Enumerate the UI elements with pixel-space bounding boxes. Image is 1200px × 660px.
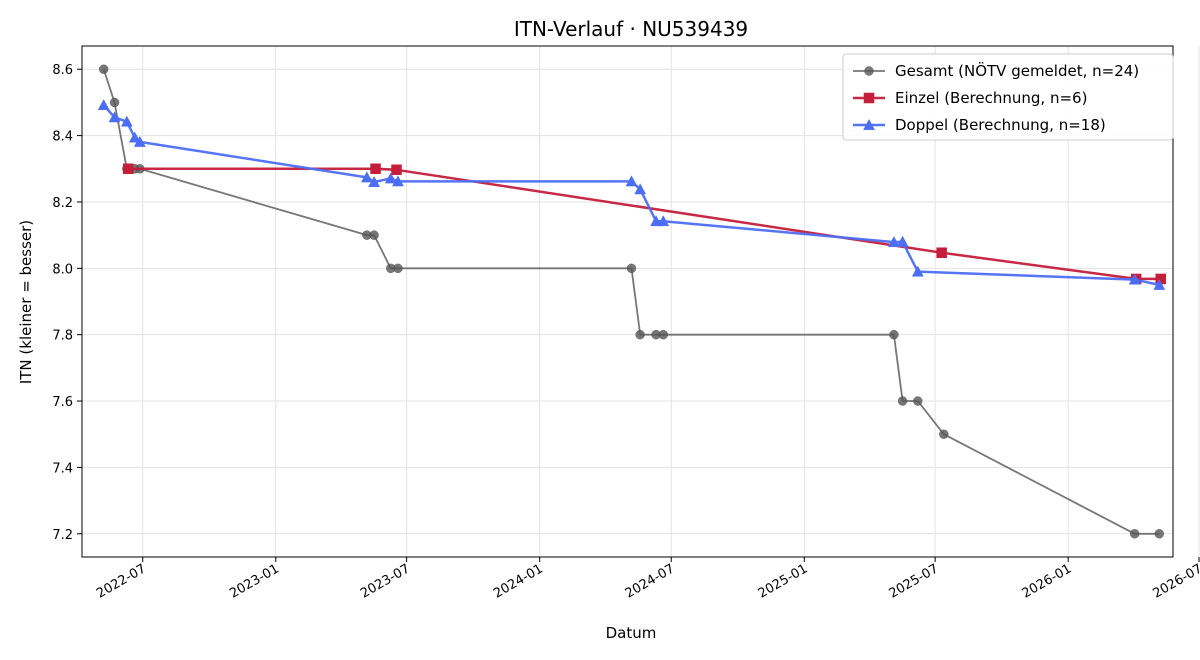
data-point-doppel <box>1128 273 1141 285</box>
series-layer <box>97 64 1166 539</box>
data-point-doppel <box>888 236 900 248</box>
data-point-doppel <box>360 171 373 183</box>
legend-entry-doppel: Doppel (Berechnung, n=18) <box>895 116 1106 134</box>
data-point-gesamt <box>626 263 637 274</box>
x-tick-label: 2022-07 <box>94 561 149 601</box>
x-tick-label: 2023-01 <box>227 561 282 601</box>
x-axis-title: Datum <box>606 624 657 642</box>
data-point-doppel <box>657 215 670 227</box>
legend-marker-doppel <box>863 118 875 130</box>
chart-title: ITN-Verlauf · NU539439 <box>514 17 748 41</box>
x-tick-label: 2024-07 <box>623 561 678 601</box>
data-point-doppel <box>384 172 397 184</box>
x-tick-label: 2026-07 <box>1150 561 1200 601</box>
data-point-doppel <box>634 183 647 195</box>
y-tick-label: 8.4 <box>52 130 73 145</box>
data-point-gesamt <box>913 396 923 406</box>
data-point-doppel <box>392 175 404 187</box>
data-point-gesamt <box>939 429 949 439</box>
data-point-doppel <box>911 265 924 277</box>
data-point-doppel <box>368 176 381 187</box>
data-point-einzel <box>370 163 381 175</box>
y-tick-label: 7.8 <box>52 329 73 344</box>
data-point-doppel <box>133 135 146 147</box>
x-tick-label: 2023-07 <box>358 561 413 601</box>
data-point-gesamt <box>393 263 403 274</box>
data-point-doppel <box>128 131 141 143</box>
series-doppel <box>97 99 1166 290</box>
series-einzel <box>123 163 1166 285</box>
data-point-gesamt <box>1129 529 1140 539</box>
data-point-doppel <box>625 175 638 187</box>
data-point-gesamt <box>889 329 899 340</box>
data-point-gesamt <box>658 329 669 340</box>
data-point-gesamt <box>369 230 379 240</box>
legend-entry-gesamt: Gesamt (NÖTV gemeldet, n=24) <box>895 61 1139 80</box>
legend: Gesamt (NÖTV gemeldet, n=24) Einzel (Bere… <box>842 53 1174 141</box>
legend-marker-einzel <box>863 92 875 104</box>
y-tick-label: 7.2 <box>52 528 73 543</box>
data-point-doppel <box>120 115 133 127</box>
series-line-einzel <box>128 167 1161 281</box>
y-axis-title: ITN (kleiner = besser) <box>17 220 35 384</box>
data-point-einzel <box>936 247 947 258</box>
legend-marker-gesamt <box>864 66 874 76</box>
data-point-gesamt <box>635 329 645 340</box>
x-tick-label: 2026-01 <box>1020 561 1075 601</box>
legend-entry-einzel: Einzel (Berechnung, n=6) <box>895 89 1087 107</box>
y-tick-label: 8.2 <box>52 196 73 211</box>
plot-frame <box>81 45 1174 558</box>
data-point-gesamt <box>897 396 908 406</box>
data-point-gesamt <box>98 64 109 74</box>
y-tick-label: 7.6 <box>52 395 73 410</box>
data-point-gesamt <box>109 97 120 108</box>
y-tick-label: 7.4 <box>52 461 73 476</box>
data-point-einzel <box>123 163 134 175</box>
axes: 7.2 7.4 7.6 7.8 8.0 8.2 8.4 8.6 2022-07 2023-01 20… <box>52 63 1200 601</box>
data-point-doppel <box>650 215 662 227</box>
x-tick-label: 2025-07 <box>887 561 942 601</box>
data-point-doppel <box>896 235 909 247</box>
data-point-doppel <box>97 99 110 110</box>
data-point-doppel <box>108 111 121 123</box>
x-tick-label: 2025-01 <box>756 561 811 601</box>
x-tick-label: 2024-01 <box>491 561 546 601</box>
y-tick-label: 8.0 <box>52 262 73 277</box>
data-point-gesamt <box>1154 529 1165 539</box>
y-tick-label: 8.6 <box>52 63 73 78</box>
data-point-doppel <box>1153 278 1166 290</box>
data-point-einzel <box>391 164 402 176</box>
legend-box <box>842 53 1174 141</box>
